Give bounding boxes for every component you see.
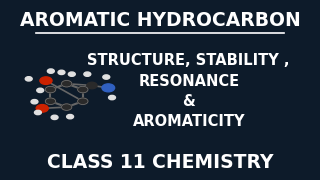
Text: RESONANCE: RESONANCE — [138, 74, 239, 89]
Circle shape — [61, 80, 72, 87]
Circle shape — [84, 72, 91, 76]
Circle shape — [31, 100, 38, 104]
Circle shape — [103, 75, 110, 79]
Circle shape — [108, 95, 116, 100]
Circle shape — [36, 105, 48, 112]
Circle shape — [35, 110, 41, 115]
Text: STRUCTURE, STABILITY ,: STRUCTURE, STABILITY , — [87, 53, 290, 68]
Text: AROMATICITY: AROMATICITY — [132, 114, 245, 129]
Circle shape — [47, 69, 54, 73]
Text: CLASS 11 CHEMISTRY: CLASS 11 CHEMISTRY — [47, 152, 273, 172]
Circle shape — [68, 72, 75, 76]
Circle shape — [45, 86, 56, 93]
Circle shape — [40, 77, 52, 84]
Circle shape — [67, 114, 74, 119]
Circle shape — [78, 98, 88, 105]
Text: AROMATIC HYDROCARBON: AROMATIC HYDROCARBON — [20, 11, 300, 30]
Circle shape — [51, 115, 58, 120]
Circle shape — [61, 104, 72, 110]
Circle shape — [102, 84, 115, 92]
Circle shape — [87, 82, 97, 89]
Circle shape — [45, 98, 56, 104]
Circle shape — [37, 88, 44, 93]
Text: &: & — [182, 94, 195, 109]
Circle shape — [78, 86, 88, 93]
Circle shape — [25, 77, 32, 81]
Circle shape — [58, 70, 65, 75]
